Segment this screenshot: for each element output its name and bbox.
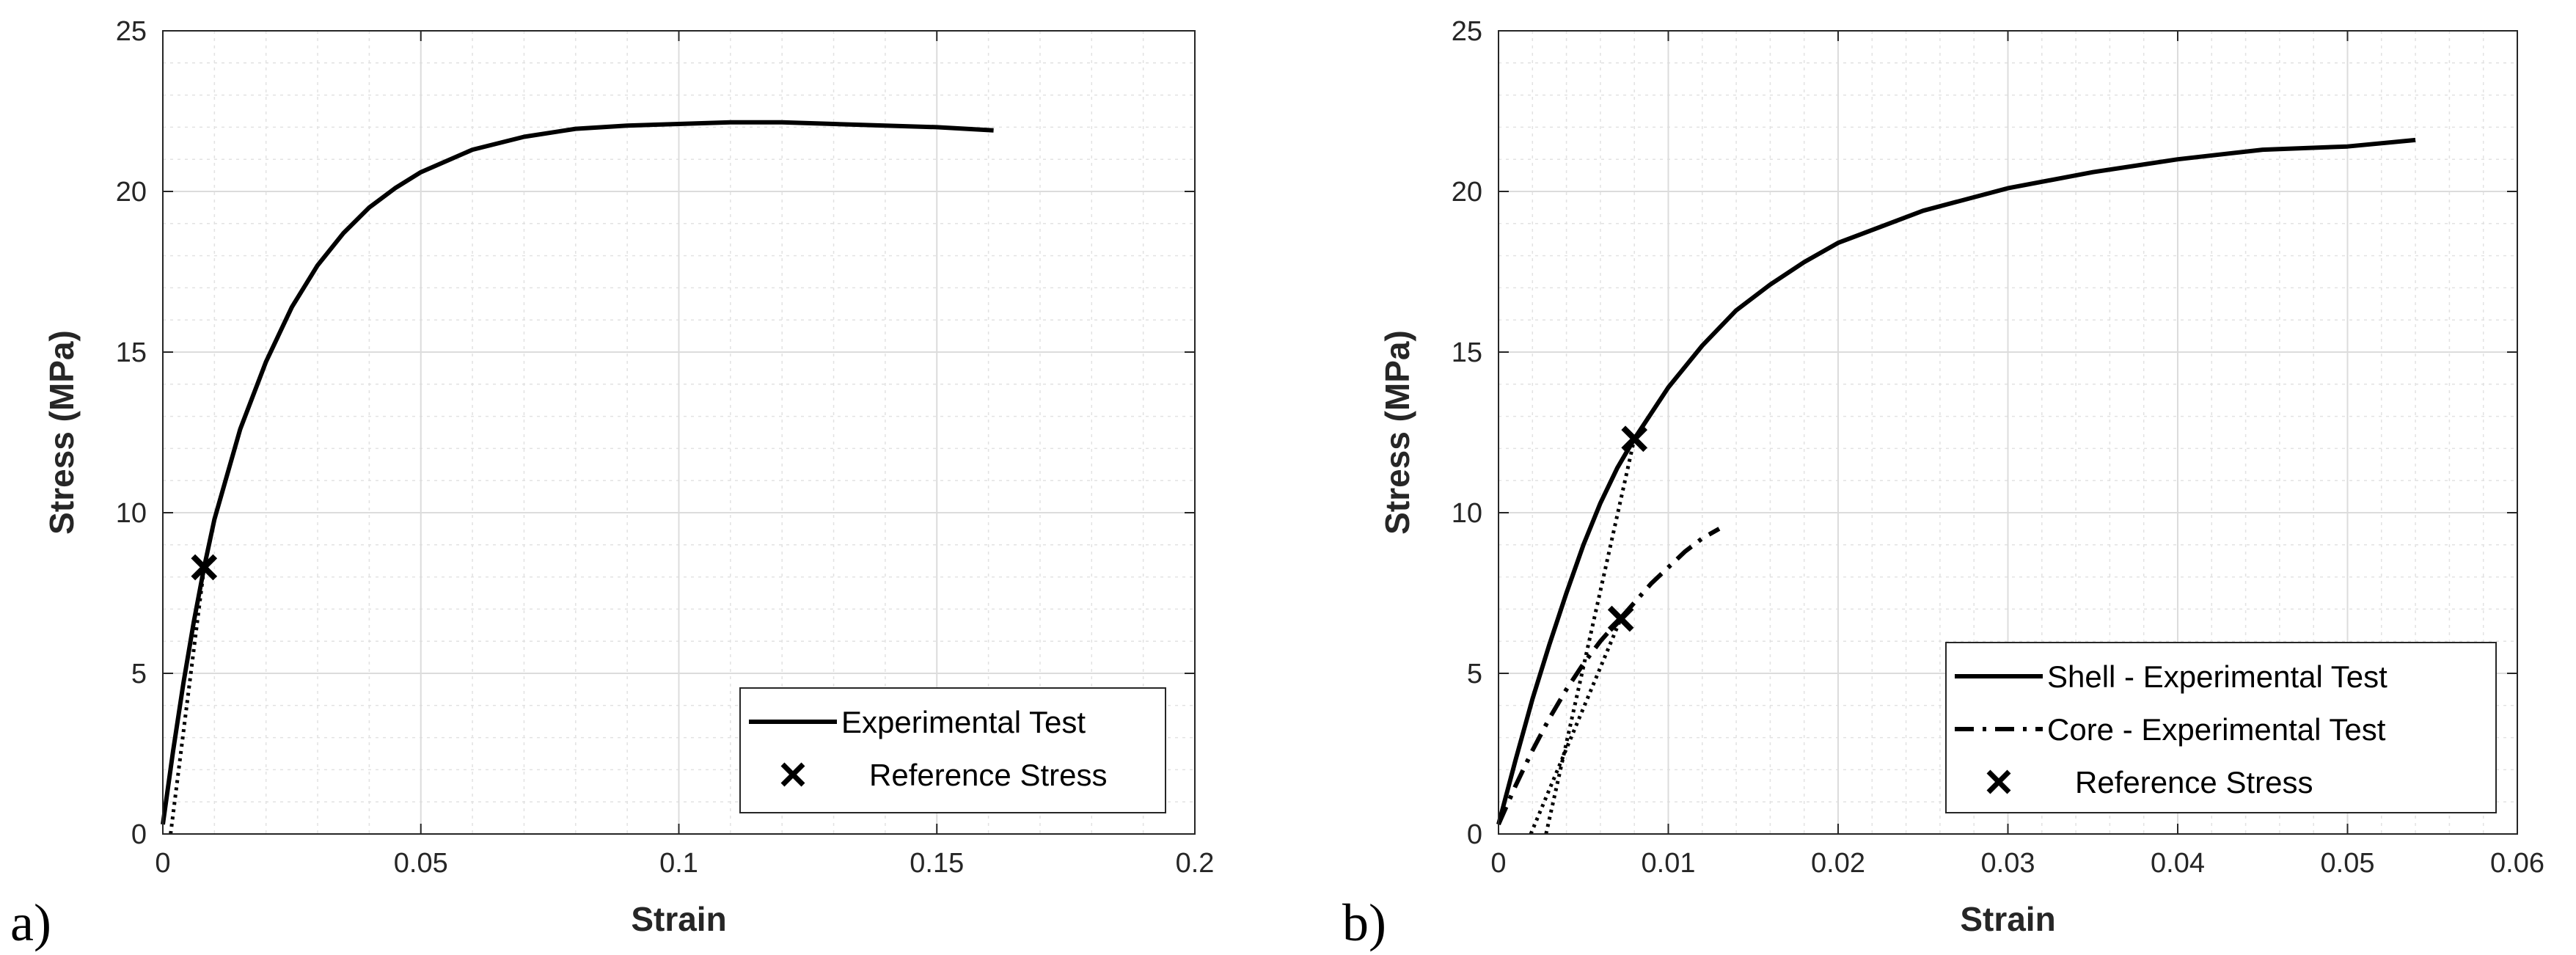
y-tick-label: 25 (116, 16, 147, 47)
y-axis-label-a: Stress (MPa) (43, 330, 81, 535)
y-tick-label: 5 (1467, 659, 1482, 689)
x-axis-label-b: Strain (1960, 900, 2055, 938)
y-tick-label: 10 (116, 498, 147, 529)
ticks-a: 0 0.05 0.1 0.15 0.2 0 5 10 15 20 25 (116, 16, 1215, 879)
series-line-shell-experimental-test (1496, 137, 2416, 825)
x-tick-label: 0.05 (394, 848, 448, 879)
legend-b: Shell - Experimental Test Core - Experim… (1945, 642, 2497, 813)
legend-entry-core-experimental-test: Core - Experimental Test (1955, 712, 2386, 747)
series-line-shell-reference-tangent (1544, 438, 1636, 835)
x-tick-label: 0 (1490, 848, 1506, 879)
reference-stress-marker (1607, 605, 1634, 632)
legend-entry-reference-stress: Reference Stress (780, 758, 1107, 792)
legend-entry-reference-stress: Reference Stress (1986, 765, 2313, 800)
legend-box-a (739, 687, 1166, 813)
y-tick-label: 20 (1452, 177, 1482, 208)
legend-label-shell-experimental-test: Shell - Experimental Test (2047, 659, 2387, 694)
y-tick-label: 0 (131, 819, 147, 850)
y-tick-label: 15 (116, 337, 147, 368)
series-group-b (1496, 137, 2416, 835)
y-tick-label: 25 (1452, 16, 1482, 47)
x-tick-label: 0.05 (2321, 848, 2375, 879)
series-line-core-reference-tangent (1529, 618, 1623, 835)
x-tick-label: 0.02 (1811, 848, 1865, 879)
legend-a: Experimental Test Reference Stress (739, 687, 1166, 813)
x-tick-label: 0.03 (1981, 848, 2035, 879)
chart-panel-a: 0 0.05 0.1 0.15 0.2 0 5 10 15 20 25 Strain Stress … (10, 16, 1214, 952)
x-tick-label: 0.04 (2151, 848, 2205, 879)
reference-stress-marker (1621, 425, 1648, 453)
legend-label-core-experimental-test: Core - Experimental Test (2047, 712, 2386, 747)
y-tick-label: 20 (116, 177, 147, 208)
ticks-b: 0 0.01 0.02 0.03 0.04 0.05 0.06 0 5 10 15 20 25 (1452, 16, 2544, 879)
y-tick-label: 0 (1467, 819, 1482, 850)
legend-label-reference-stress: Reference Stress (869, 758, 1107, 792)
x-tick-label: 0.01 (1642, 848, 1696, 879)
panel-label-b: b) (1342, 893, 1386, 952)
y-tick-label: 15 (1452, 337, 1482, 368)
panel-label-a: a) (10, 893, 51, 952)
markers-group-a (191, 554, 218, 581)
series-line-reference-stress-tangent (169, 567, 206, 835)
legend-x-marker-icon (1986, 769, 2011, 794)
series-line-core-experimental-test (1496, 527, 1721, 826)
x-tick-label: 0.1 (659, 848, 698, 879)
legend-x-marker-icon (780, 762, 805, 787)
reference-stress-marker (191, 554, 218, 581)
legend-entry-experimental-test: Experimental Test (749, 705, 1086, 739)
legend-label-experimental-test: Experimental Test (841, 705, 1086, 739)
legend-label-reference-stress: Reference Stress (2075, 765, 2313, 800)
markers-group-b (1607, 425, 1648, 632)
chart-panel-b: 0 0.01 0.02 0.03 0.04 0.05 0.06 0 5 10 15 20 25 Stra… (1342, 16, 2544, 952)
y-axis-label-b: Stress (MPa) (1378, 330, 1416, 535)
x-tick-label: 0 (155, 848, 170, 879)
y-tick-label: 5 (131, 659, 147, 689)
x-tick-label: 0.15 (910, 848, 964, 879)
x-tick-label: 0.06 (2490, 848, 2544, 879)
y-tick-label: 10 (1452, 498, 1482, 529)
x-tick-label: 0.2 (1176, 848, 1215, 879)
x-axis-label-a: Strain (631, 900, 726, 938)
legend-entry-shell-experimental-test: Shell - Experimental Test (1955, 659, 2387, 694)
